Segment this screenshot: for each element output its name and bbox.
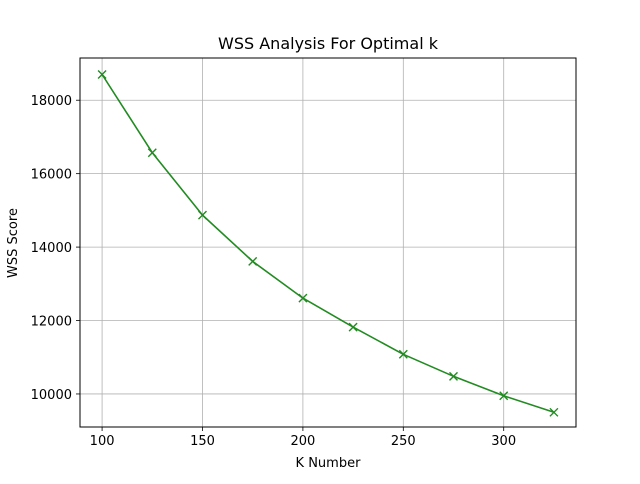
x-tick-label: 250 [391,434,416,449]
data-point-marker [197,210,207,220]
chart-title: WSS Analysis For Optimal k [218,34,439,53]
y-tick-label: 12000 [31,315,72,330]
series-line [101,74,555,414]
x-tick-label: 300 [491,434,516,449]
y-axis-label: WSS Score [6,208,21,278]
x-tick-label: 150 [190,434,215,449]
axis-ticks: 100 150 200 250 300 10000 12000 14000 16000 18000 [31,94,516,449]
data-point-marker [499,391,509,401]
x-tick-label: 100 [90,434,115,449]
data-point-marker [248,256,258,266]
y-tick-label: 14000 [31,241,72,256]
grid-lines [80,58,576,427]
plot-frame [79,57,577,428]
data-point-marker [549,407,559,417]
y-tick-label: 18000 [31,94,72,109]
data-point-marker [398,349,408,359]
y-tick-label: 10000 [31,388,72,403]
data-point-marker [147,148,157,158]
series-layer [97,70,559,417]
data-point-marker [449,371,459,381]
y-tick-label: 16000 [31,168,72,183]
data-point-marker [348,322,358,332]
x-tick-label: 200 [290,434,315,449]
x-axis-label: K Number [296,456,362,471]
data-point-marker [97,70,107,80]
data-point-marker [298,293,308,303]
